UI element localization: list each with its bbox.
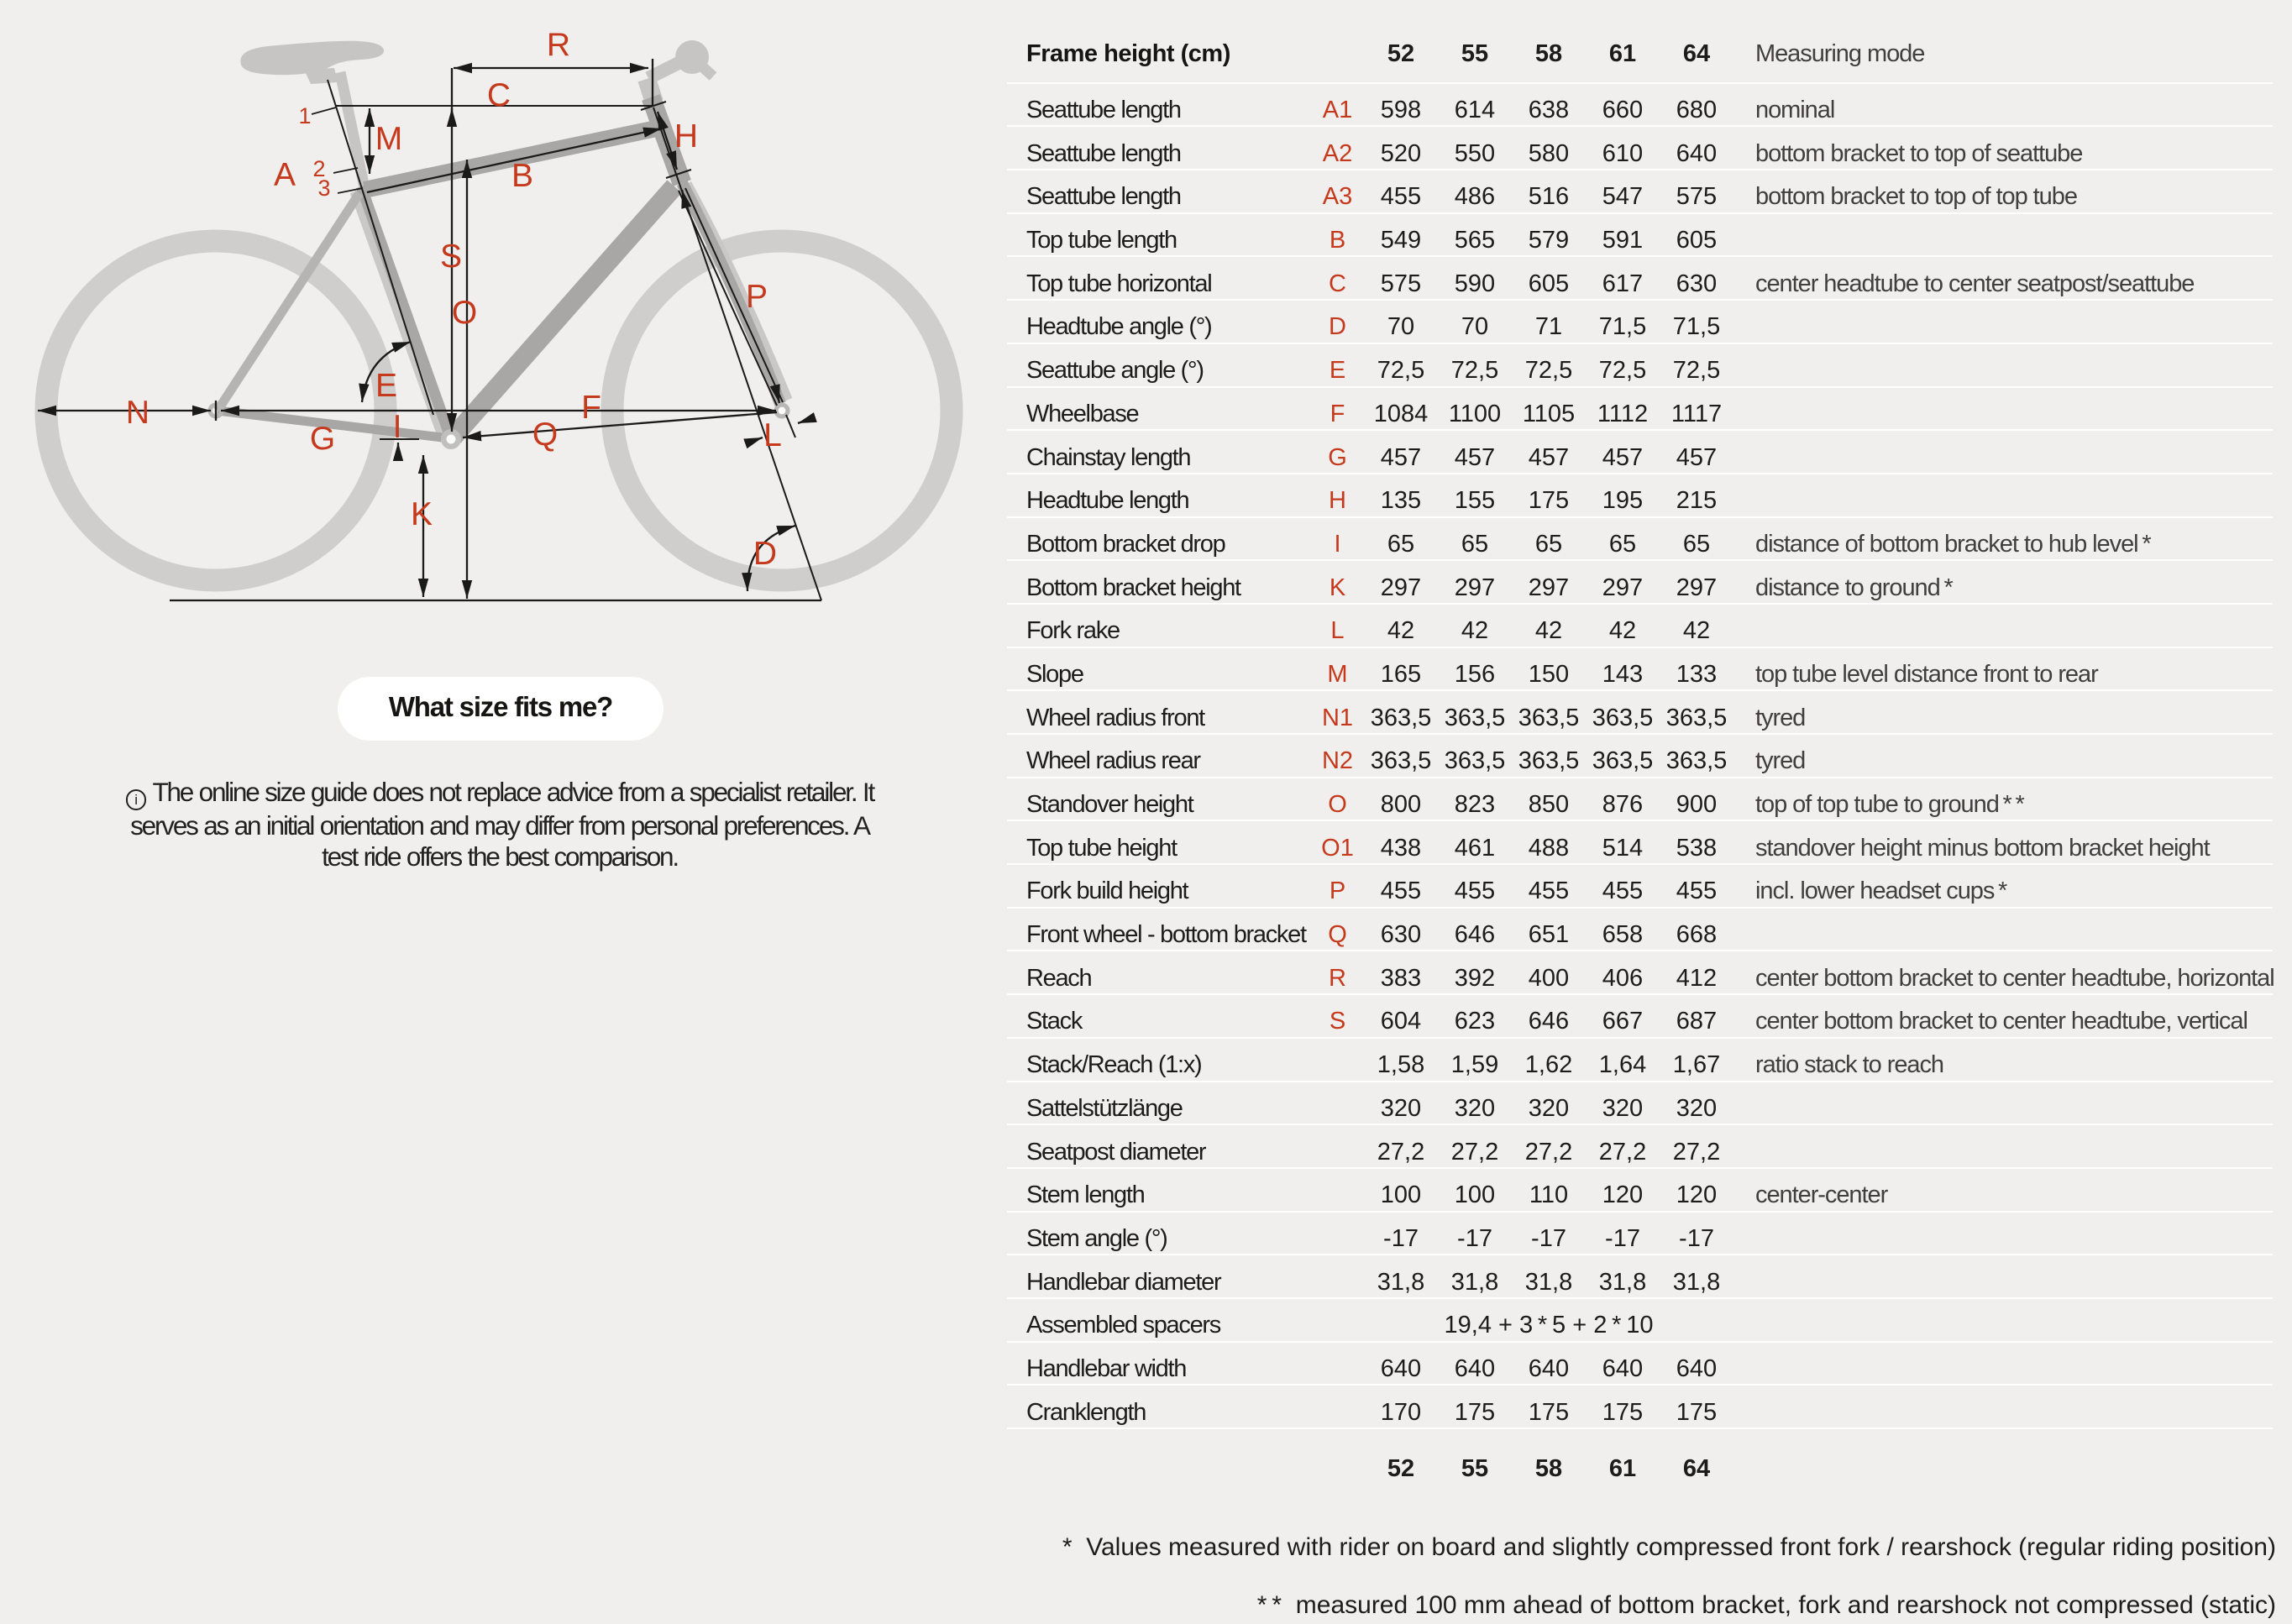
svg-text:D: D [753, 536, 777, 572]
svg-text:F: F [581, 390, 601, 426]
svg-text:Q: Q [532, 416, 558, 453]
svg-text:G: G [310, 421, 335, 457]
svg-text:R: R [547, 27, 570, 63]
svg-text:C: C [487, 77, 511, 113]
svg-text:2: 2 [312, 156, 325, 181]
svg-text:M: M [375, 121, 403, 157]
svg-text:B: B [511, 158, 533, 194]
svg-text:E: E [375, 368, 397, 404]
svg-text:S: S [440, 238, 462, 275]
svg-text:L: L [763, 417, 782, 453]
svg-text:H: H [674, 118, 698, 155]
svg-text:P: P [746, 279, 768, 315]
svg-text:I: I [393, 409, 402, 445]
svg-text:1: 1 [298, 103, 311, 128]
svg-text:O: O [452, 295, 477, 331]
svg-text:N: N [126, 395, 149, 431]
svg-text:3: 3 [317, 175, 330, 201]
svg-text:A: A [274, 157, 296, 193]
svg-text:K: K [411, 496, 433, 532]
